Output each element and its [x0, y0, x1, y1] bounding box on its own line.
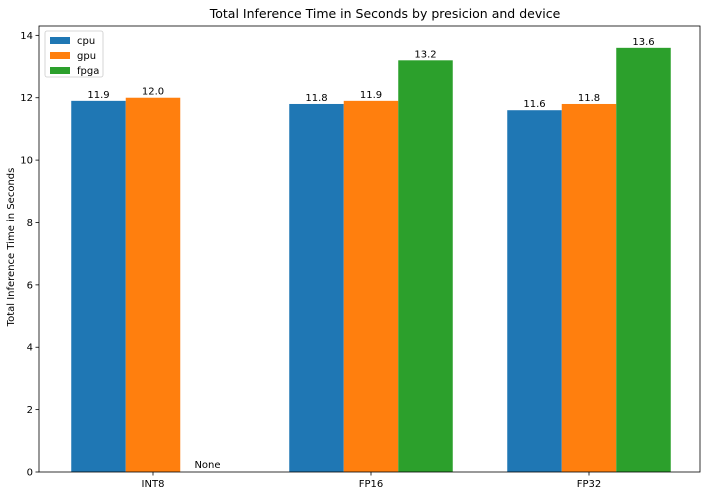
data-label-gpu-fp32: 11.8 — [578, 93, 600, 104]
legend-label-cpu: cpu — [77, 36, 95, 47]
y-tick-label-12: 12 — [20, 93, 33, 104]
y-tick-label-8: 8 — [27, 218, 33, 229]
legend-swatch-gpu — [50, 52, 70, 59]
data-label-cpu-fp16: 11.8 — [305, 93, 327, 104]
bars-layer: 11.9 11.8 11.6 12.0 11.9 11.8 None 13.2 13.6 — [71, 37, 671, 473]
data-label-fpga-int8: None — [194, 460, 220, 471]
y-tick-label-14: 14 — [20, 31, 33, 42]
x-tick-label-fp32: FP32 — [577, 479, 602, 490]
y-tick-label-10: 10 — [20, 156, 33, 167]
x-tick-label-int8: INT8 — [142, 479, 165, 490]
data-label-cpu-fp32: 11.6 — [523, 99, 545, 110]
x-tick-label-fp16: FP16 — [359, 479, 384, 490]
legend-label-fpga: fpga — [77, 66, 99, 77]
data-label-fpga-fp32: 13.6 — [632, 37, 654, 48]
data-label-cpu-int8: 11.9 — [87, 90, 109, 101]
bar-cpu-int8 — [71, 100, 126, 472]
bar-gpu-int8 — [125, 97, 181, 473]
legend-label-gpu: gpu — [77, 51, 96, 62]
legend-swatch-cpu — [50, 37, 70, 44]
y-axis-label: Total Inference Time in Seconds — [6, 168, 17, 328]
bar-cpu-fp32 — [507, 110, 562, 473]
bar-fpga-fp16 — [398, 60, 453, 473]
y-tick-label-6: 6 — [27, 280, 33, 291]
bar-cpu-fp16 — [289, 103, 344, 472]
data-label-fpga-fp16: 13.2 — [414, 49, 436, 60]
axes-layer: 0 2 4 6 8 10 12 14 INT8 FP16 FP32 — [20, 25, 701, 490]
legend: cpu gpu fpga — [44, 30, 104, 78]
bar-gpu-fp32 — [561, 103, 617, 472]
bar-fpga-fp32 — [616, 47, 671, 473]
y-tick-label-0: 0 — [27, 468, 33, 479]
data-label-gpu-int8: 12.0 — [142, 87, 164, 98]
data-label-gpu-fp16: 11.9 — [360, 90, 382, 101]
chart-title: Total Inference Time in Seconds by presi… — [209, 6, 561, 21]
y-tick-label-2: 2 — [27, 405, 33, 416]
legend-swatch-fpga — [50, 67, 70, 74]
bar-gpu-fp16 — [343, 100, 399, 472]
y-tick-label-4: 4 — [27, 343, 33, 354]
plot-frame — [38, 25, 701, 473]
